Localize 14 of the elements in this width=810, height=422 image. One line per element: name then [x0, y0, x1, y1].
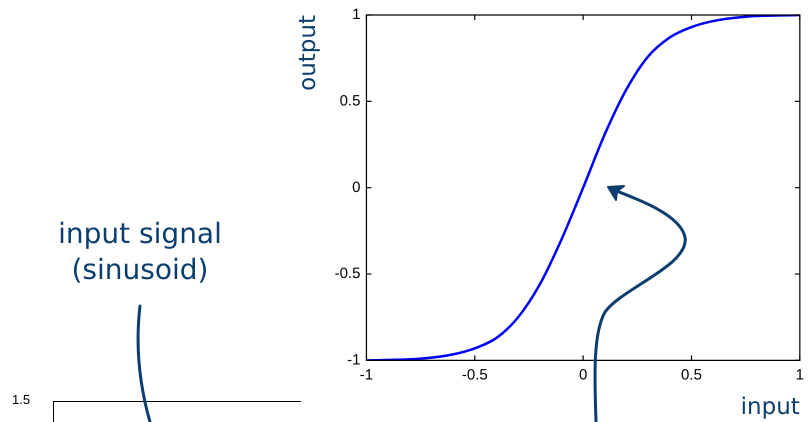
x-tick-label: -0.5 — [462, 366, 488, 384]
text: 1.5 — [12, 392, 30, 407]
text: input signal (sinusoid) — [57, 216, 223, 288]
x-tick-label: 0.5 — [681, 366, 702, 384]
y-axis-title: output — [294, 15, 321, 91]
x-tick-label: 1 — [796, 366, 804, 384]
y-tick-label: 0 — [352, 178, 360, 196]
y-tick-label: 0.5 — [340, 92, 360, 110]
y-tick-label: 1 — [352, 6, 360, 24]
y-tick-label: -0.5 — [334, 265, 360, 282]
x-tick-label: 0 — [578, 366, 588, 384]
x-axis-title: input — [740, 394, 800, 420]
line-series — [366, 15, 800, 360]
y-tick-label: -1 — [347, 352, 360, 369]
